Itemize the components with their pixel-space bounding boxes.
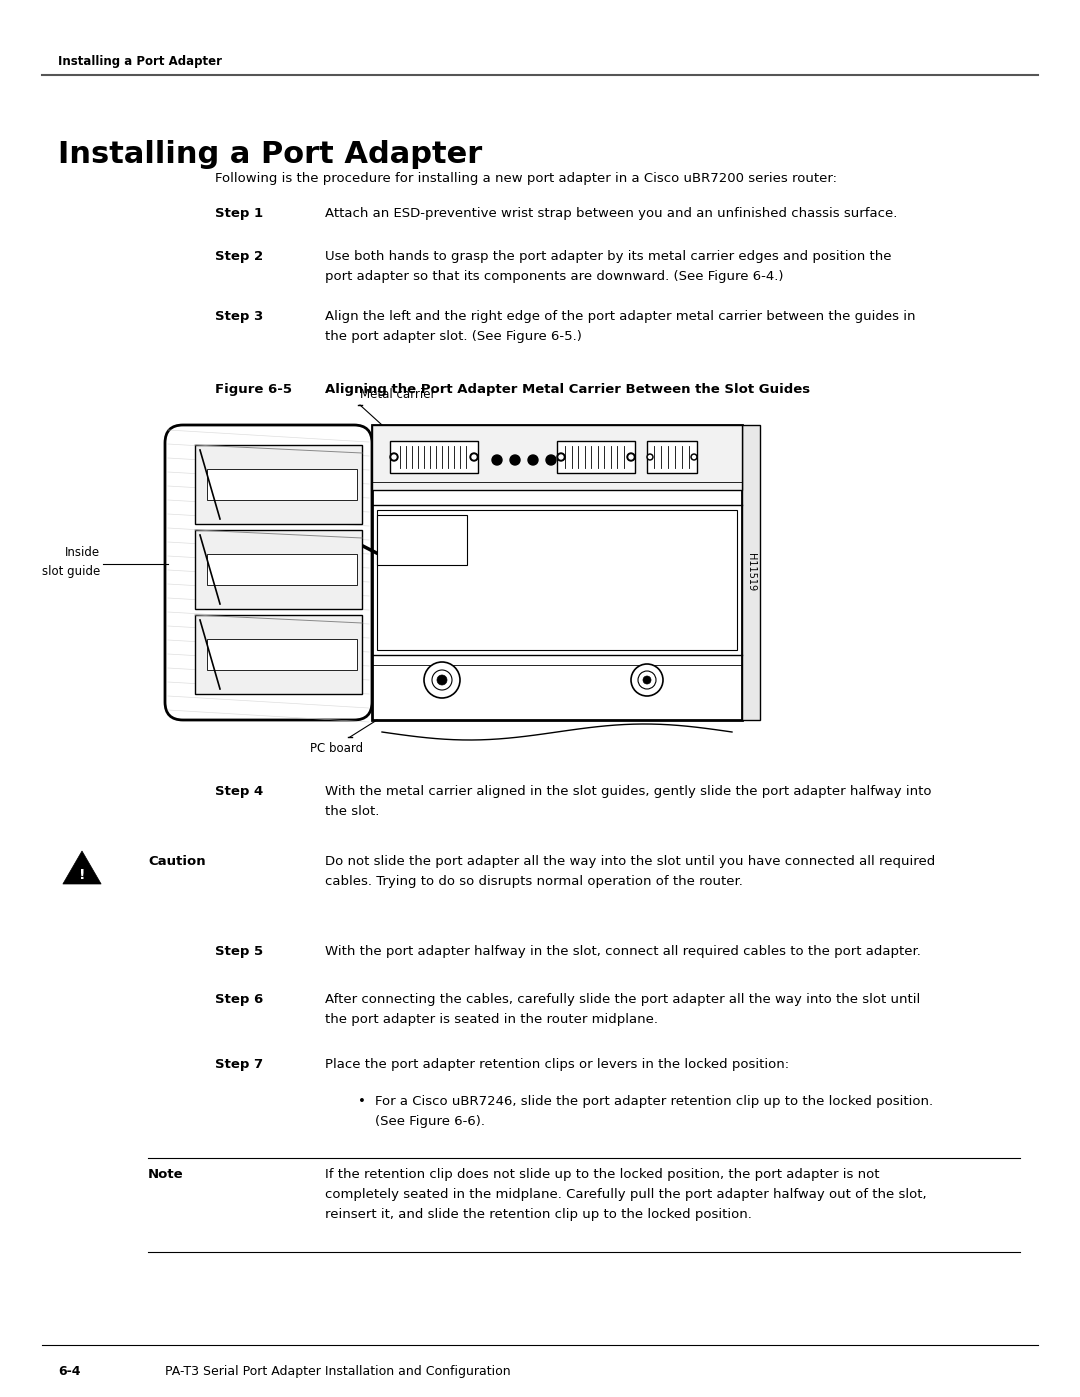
Bar [557, 441, 635, 474]
Circle shape [643, 676, 651, 685]
Bar [195, 615, 362, 694]
Circle shape [392, 455, 396, 460]
Text: Attach an ESD-preventive wrist strap between you and an unfinished chassis surfa: Attach an ESD-preventive wrist strap bet… [325, 207, 897, 219]
Bar [372, 425, 742, 719]
Text: PC board: PC board [310, 742, 363, 754]
Text: !: ! [79, 868, 85, 882]
Text: Step 7: Step 7 [215, 1058, 264, 1071]
Circle shape [691, 454, 697, 460]
Text: For a Cisco uBR7246, slide the port adapter retention clip up to the locked posi: For a Cisco uBR7246, slide the port adap… [375, 1095, 933, 1108]
Bar [195, 529, 362, 609]
Bar [647, 441, 697, 474]
Circle shape [472, 455, 476, 460]
Text: PA-T3 Serial Port Adapter Installation and Configuration: PA-T3 Serial Port Adapter Installation a… [165, 1365, 511, 1377]
Text: reinsert it, and slide the retention clip up to the locked position.: reinsert it, and slide the retention cli… [325, 1208, 752, 1221]
Text: port adapter so that its components are downward. (See Figure 6-4.): port adapter so that its components are … [325, 270, 783, 284]
Text: the port adapter is seated in the router midplane.: the port adapter is seated in the router… [325, 1013, 658, 1025]
Bar [372, 425, 742, 490]
Circle shape [648, 455, 651, 458]
Bar [377, 510, 737, 650]
FancyBboxPatch shape [165, 425, 372, 719]
Text: Installing a Port Adapter: Installing a Port Adapter [58, 140, 483, 169]
Circle shape [647, 454, 653, 460]
Text: the port adapter slot. (See Figure 6-5.): the port adapter slot. (See Figure 6-5.) [325, 330, 582, 344]
Text: •: • [357, 1095, 366, 1108]
Text: Caution: Caution [148, 855, 205, 868]
Text: With the metal carrier aligned in the slot guides, gently slide the port adapter: With the metal carrier aligned in the sl… [325, 785, 931, 798]
Bar [207, 469, 357, 500]
Text: (See Figure 6-6).: (See Figure 6-6). [375, 1115, 485, 1127]
Circle shape [510, 455, 519, 465]
Bar [390, 441, 478, 474]
Text: H11519: H11519 [746, 553, 756, 591]
Text: Following is the procedure for installing a new port adapter in a Cisco uBR7200 : Following is the procedure for installin… [215, 172, 837, 184]
Bar [377, 515, 467, 564]
Text: After connecting the cables, carefully slide the port adapter all the way into t: After connecting the cables, carefully s… [325, 993, 920, 1006]
Text: 6-4: 6-4 [58, 1365, 81, 1377]
Text: Use both hands to grasp the port adapter by its metal carrier edges and position: Use both hands to grasp the port adapter… [325, 250, 891, 263]
Text: Inside
slot guide: Inside slot guide [42, 546, 100, 577]
Text: Step 1: Step 1 [215, 207, 264, 219]
Text: Step 4: Step 4 [215, 785, 264, 798]
Circle shape [627, 453, 635, 461]
Circle shape [557, 453, 565, 461]
Text: Step 3: Step 3 [215, 310, 264, 323]
Text: Step 2: Step 2 [215, 250, 264, 263]
Text: With the port adapter halfway in the slot, connect all required cables to the po: With the port adapter halfway in the slo… [325, 944, 921, 958]
Circle shape [492, 455, 502, 465]
Text: Aligning the Port Adapter Metal Carrier Between the Slot Guides: Aligning the Port Adapter Metal Carrier … [325, 383, 810, 395]
Bar [195, 446, 362, 524]
Text: Metal carrier: Metal carrier [360, 388, 435, 401]
Text: cables. Trying to do so disrupts normal operation of the router.: cables. Trying to do so disrupts normal … [325, 875, 743, 888]
Text: Figure 6-5: Figure 6-5 [215, 383, 292, 395]
Circle shape [638, 671, 656, 689]
Polygon shape [63, 851, 102, 884]
Circle shape [424, 662, 460, 698]
Text: Do not slide the port adapter all the way into the slot until you have connected: Do not slide the port adapter all the wa… [325, 855, 935, 868]
Circle shape [546, 455, 556, 465]
Text: Note: Note [148, 1168, 184, 1180]
Circle shape [629, 455, 633, 460]
Bar [207, 553, 357, 585]
Circle shape [432, 671, 453, 690]
Text: Place the port adapter retention clips or levers in the locked position:: Place the port adapter retention clips o… [325, 1058, 789, 1071]
Circle shape [390, 453, 399, 461]
Circle shape [528, 455, 538, 465]
Text: If the retention clip does not slide up to the locked position, the port adapter: If the retention clip does not slide up … [325, 1168, 879, 1180]
Circle shape [559, 455, 563, 460]
Text: Align the left and the right edge of the port adapter metal carrier between the : Align the left and the right edge of the… [325, 310, 916, 323]
Circle shape [470, 453, 478, 461]
Circle shape [692, 455, 696, 458]
Circle shape [437, 675, 447, 685]
Circle shape [631, 664, 663, 696]
Text: Step 6: Step 6 [215, 993, 264, 1006]
Text: the slot.: the slot. [325, 805, 379, 819]
Text: Installing a Port Adapter: Installing a Port Adapter [58, 54, 222, 68]
Text: completely seated in the midplane. Carefully pull the port adapter halfway out o: completely seated in the midplane. Caref… [325, 1187, 927, 1201]
Text: Step 5: Step 5 [215, 944, 264, 958]
Bar [207, 638, 357, 671]
Bar [742, 425, 760, 719]
